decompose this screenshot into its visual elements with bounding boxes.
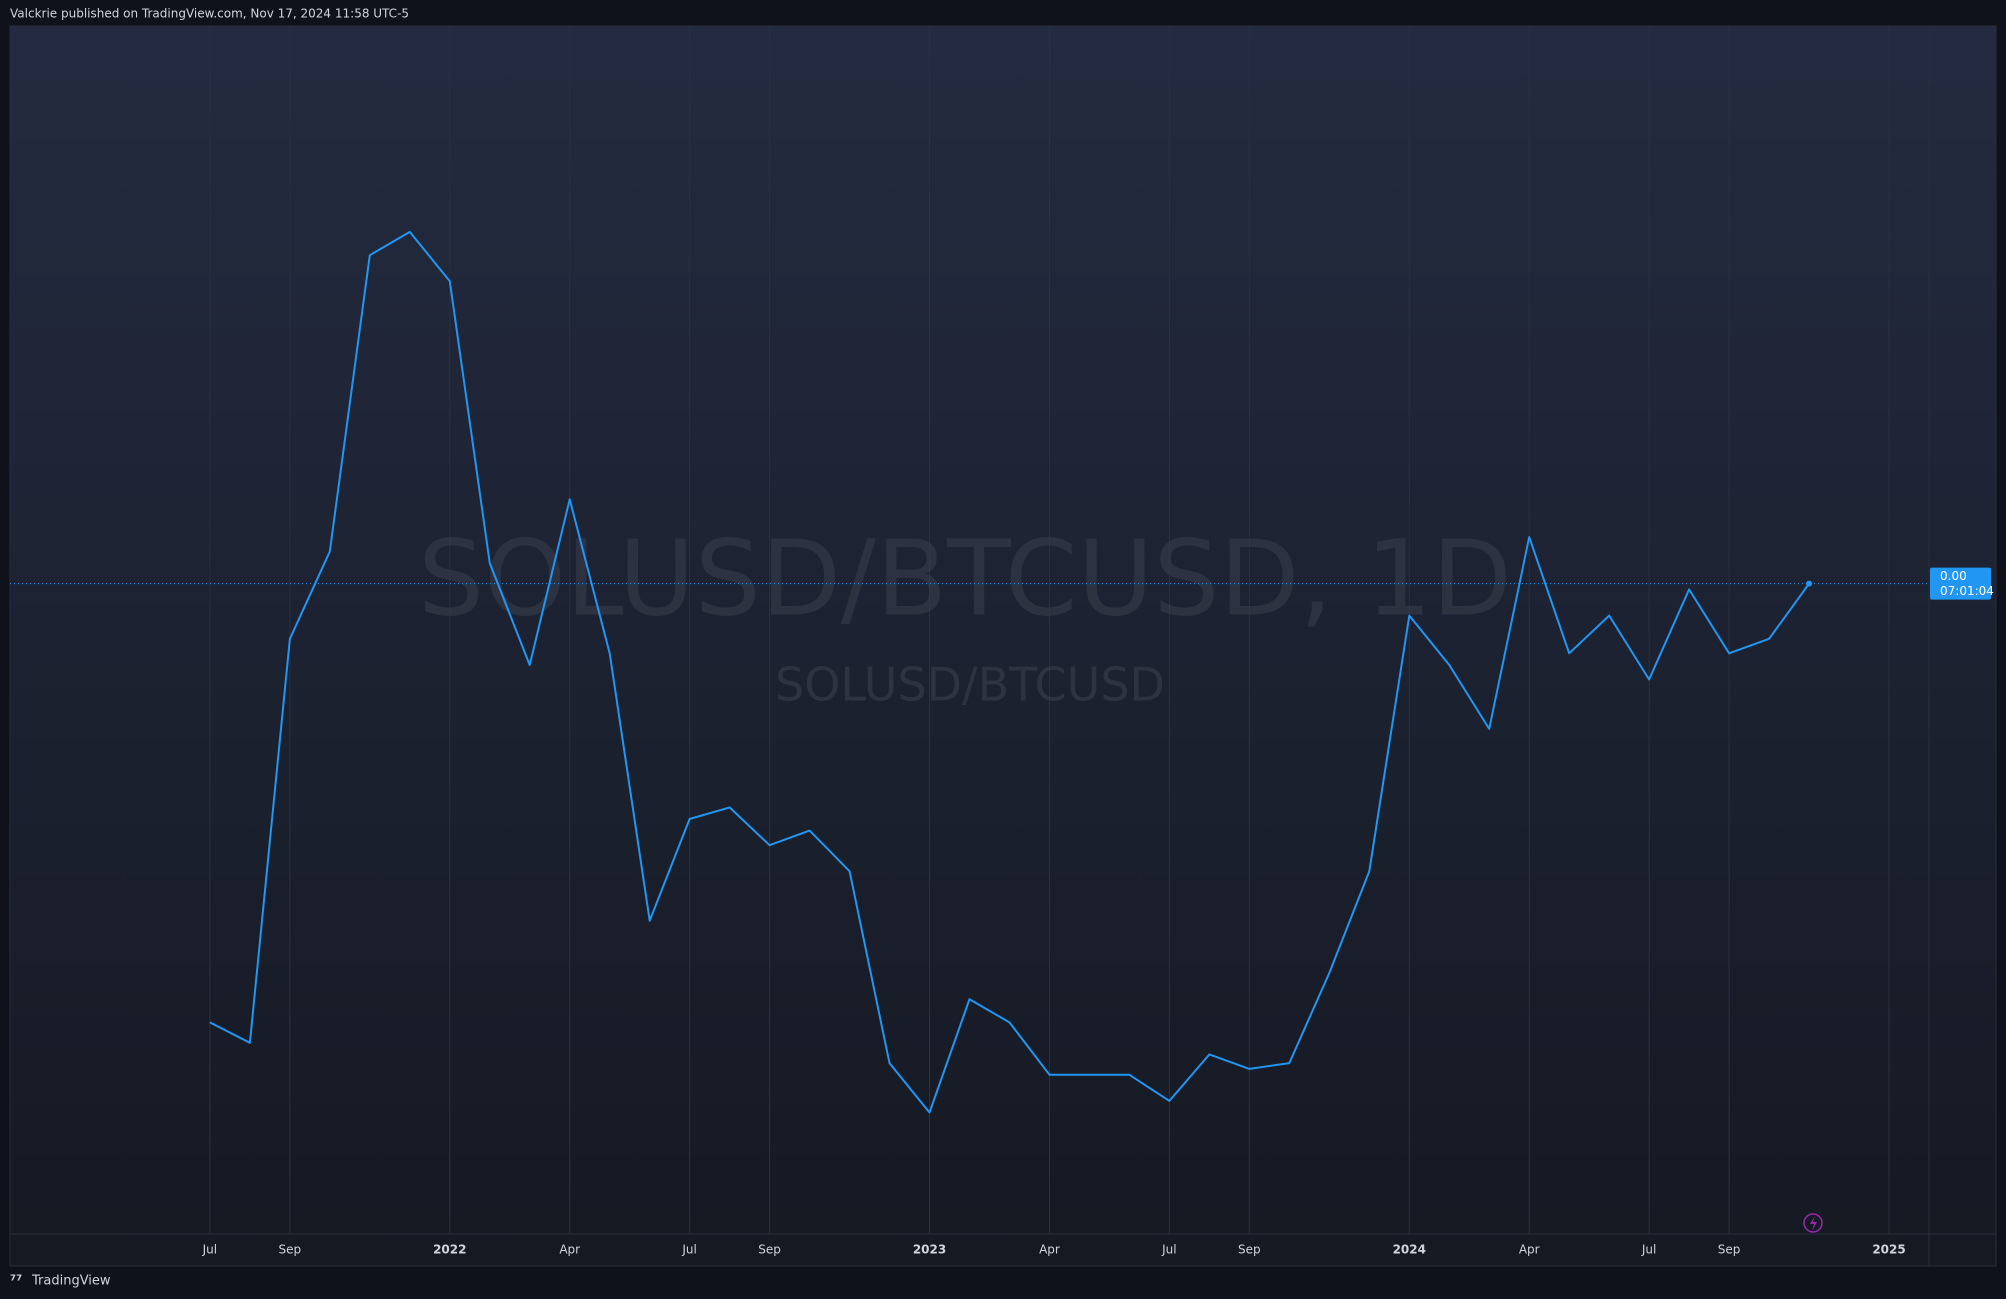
grid [209,26,1890,1234]
x-tick-label: 2022 [433,1243,466,1257]
chart-panel [9,25,1997,1267]
tradingview-logo: ⁷⁷ TradingView [10,1273,111,1289]
x-tick-label: Jul [202,1243,217,1257]
watermark-subtitle: SOLUSD/BTCUSD [775,658,1165,712]
x-tick-label: Apr [559,1243,580,1257]
x-tick-label: Apr [1039,1243,1060,1257]
price-line [209,230,1810,1114]
x-tick-label: Jul [1161,1243,1176,1257]
x-tick-label: Apr [1519,1243,1540,1257]
price-label-box [1930,567,1991,600]
x-tick-label: 2024 [1393,1243,1426,1257]
x-tick-label: Jul [1641,1243,1656,1257]
x-tick-label: Jul [681,1243,696,1257]
x-tick-label: 2023 [913,1243,946,1257]
watermark-title: SOLUSD/BTCUSD, 1D [418,517,1512,639]
logo-mark: ⁷⁷ [10,1273,22,1289]
brand: TradingView [31,1274,111,1289]
flash-icon[interactable] [1803,1213,1823,1233]
x-tick-label: Sep [1718,1243,1741,1257]
countdown: 07:01:04 [1940,584,1994,598]
flash-bolt [1810,1216,1817,1231]
x-tick-label: Sep [279,1243,302,1257]
last-point [1806,580,1813,587]
publish-info: Valckrie published on TradingView.com, N… [10,7,409,21]
x-tick-label: Sep [1238,1243,1261,1257]
price-label: 0.00 [1940,569,1967,583]
x-tick-label: Sep [758,1243,781,1257]
x-tick-label: 2025 [1872,1243,1905,1257]
